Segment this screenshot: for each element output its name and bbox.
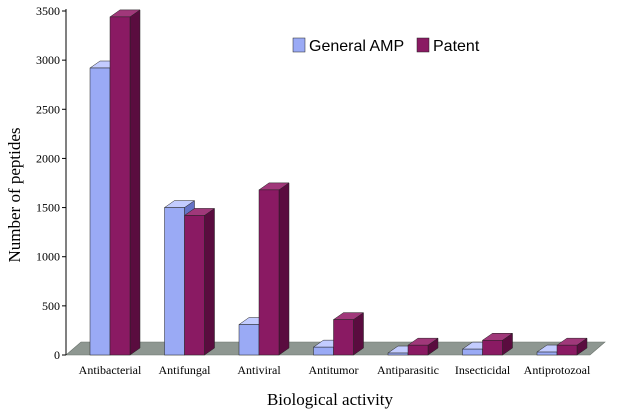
- bar-front-face: [482, 340, 503, 356]
- bar-front-face: [184, 215, 205, 356]
- bar-side-face: [129, 9, 141, 356]
- x-axis-label: Biological activity: [267, 390, 394, 409]
- y-tick-label: 2500: [36, 102, 60, 116]
- bar-antifungal-patent: [183, 207, 216, 356]
- x-tick-label: Antitumor: [309, 363, 359, 377]
- y-tick-label: 0: [54, 348, 60, 362]
- bar-insecticidal-patent: [481, 332, 514, 356]
- bar-front-face: [333, 319, 354, 356]
- y-tick-label: 1500: [36, 201, 60, 215]
- x-tick-label: Antibacterial: [79, 363, 142, 377]
- y-tick-label: 500: [42, 299, 60, 313]
- legend-label: Patent: [433, 38, 480, 55]
- bar-front-face: [462, 348, 483, 356]
- bar-antiprotozoal-patent: [556, 337, 588, 356]
- bar-front-face: [536, 351, 558, 356]
- y-tick-label: 3500: [36, 4, 60, 18]
- x-tick-label: Insecticidal: [455, 363, 511, 377]
- y-axis: 0 500 1000 1500 2000 2500 3000 3500: [36, 4, 67, 362]
- x-tick-label: Antiprotozoal: [524, 363, 591, 377]
- legend-item: General AMP: [292, 37, 404, 55]
- legend-swatch: [292, 37, 306, 53]
- bar-front-face: [387, 352, 409, 356]
- x-tick-label: Antifungal: [159, 363, 212, 377]
- legend: General AMP Patent: [292, 37, 480, 55]
- legend-label: General AMP: [309, 38, 404, 55]
- legend-swatch: [416, 37, 430, 53]
- x-tick-label: Antiparasitic: [377, 363, 439, 377]
- bar-front-face: [109, 16, 131, 356]
- bar-antiparasitic-patent: [407, 337, 439, 356]
- bar-front-face: [238, 324, 260, 356]
- bar-front-face: [313, 346, 334, 356]
- y-axis-label: Number of peptides: [5, 127, 24, 262]
- x-tick-label: Antiviral: [237, 363, 281, 377]
- bar-side-face: [204, 207, 215, 356]
- bar-front-face: [258, 189, 280, 356]
- bar-antibacterial-patent: [109, 9, 141, 356]
- bar-side-face: [353, 312, 364, 356]
- bar-front-face: [89, 67, 111, 356]
- bar-front-face: [556, 344, 578, 356]
- bar-front-face: [164, 207, 185, 356]
- bar-side-face: [278, 182, 290, 356]
- y-tick-label: 2000: [36, 151, 60, 165]
- legend-item: Patent: [416, 37, 480, 55]
- bar-antitumor-patent: [332, 312, 365, 356]
- bar-front-face: [407, 344, 429, 356]
- y-tick-label: 1000: [36, 250, 60, 264]
- x-axis-tick-labels: Antibacterial Antifungal Antiviral Antitumo…: [79, 363, 591, 377]
- y-tick-label: 3000: [36, 53, 60, 67]
- bars: [89, 9, 588, 356]
- bar-antiviral-patent: [258, 182, 290, 356]
